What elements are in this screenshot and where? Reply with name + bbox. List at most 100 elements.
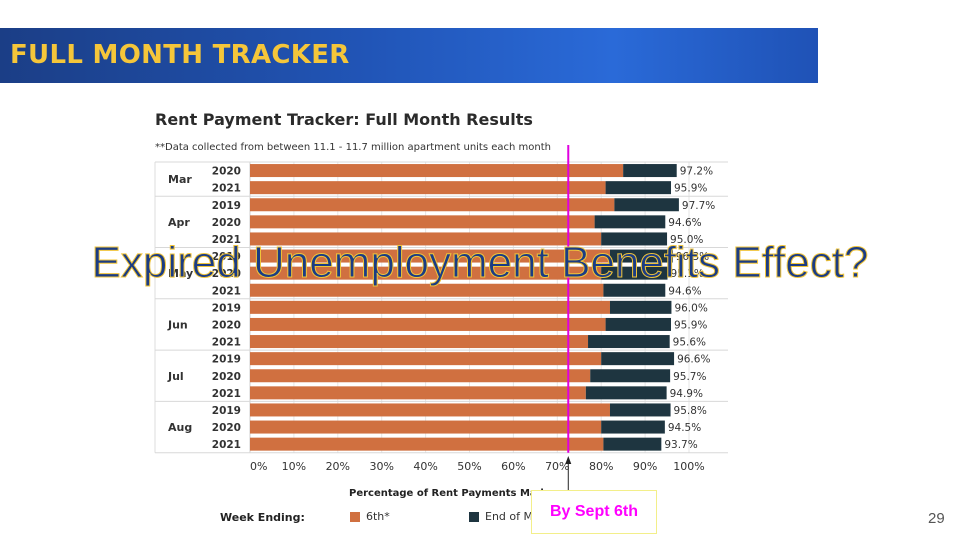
value-label: 95.9% [674, 183, 707, 195]
year-label: 2019 [212, 405, 241, 417]
bar-end-of-month [601, 352, 675, 366]
bar-sixth [250, 232, 602, 246]
bar-end-of-month [605, 181, 672, 195]
year-label: 2020 [212, 422, 241, 434]
year-label: 2021 [212, 183, 241, 195]
bar-end-of-month [614, 198, 679, 212]
value-label: 95.9% [674, 319, 707, 331]
callout-box: By Sept 6th [531, 490, 657, 534]
month-label: Jun [167, 318, 188, 331]
bar-sixth [250, 215, 595, 229]
bar-end-of-month [609, 249, 673, 263]
year-label: 2021 [212, 388, 241, 400]
year-label: 2019 [212, 251, 241, 263]
x-tick-label: 100% [673, 460, 704, 473]
value-label: 97.7% [682, 200, 715, 212]
x-tick-label: 70% [545, 460, 569, 473]
header-banner [0, 28, 818, 83]
value-label: 93.7% [664, 439, 697, 451]
bar-end-of-month [601, 420, 665, 434]
bar-sixth [250, 249, 610, 263]
value-label: 94.5% [668, 422, 701, 434]
bar-end-of-month [585, 386, 667, 400]
value-label: 96.6% [677, 354, 710, 366]
year-label: 2020 [212, 268, 241, 280]
bar-end-of-month [590, 369, 671, 383]
bar-end-of-month [588, 335, 670, 349]
x-tick-label: 50% [457, 460, 481, 473]
legend-item-sixth: 6th* [350, 510, 390, 523]
x-tick-label: 80% [589, 460, 613, 473]
x-tick-label: 90% [633, 460, 657, 473]
year-label: 2021 [212, 337, 241, 349]
year-label: 2020 [212, 371, 241, 383]
bar-end-of-month [623, 164, 677, 178]
callout-arrow-head [565, 456, 572, 464]
bar-sixth [250, 369, 591, 383]
legend-title: Week Ending: [220, 511, 305, 524]
month-label: Aug [168, 421, 192, 434]
value-label: 96.3% [676, 251, 709, 263]
page-number: 29 [928, 510, 945, 527]
bar-sixth [250, 403, 610, 417]
bar-sixth [250, 335, 589, 349]
x-tick-label: 60% [501, 460, 525, 473]
x-tick-label: 20% [326, 460, 350, 473]
year-label: 2021 [212, 234, 241, 246]
value-label: 95.7% [673, 371, 706, 383]
bar-sixth [250, 266, 602, 280]
legend-swatch-sixth [350, 511, 360, 522]
slide-title: FULL MONTH TRACKER [10, 40, 350, 70]
bar-sixth [250, 386, 586, 400]
year-label: 2019 [212, 302, 241, 314]
month-label: Jul [167, 370, 184, 383]
legend-swatch-end-of-month [469, 511, 479, 522]
x-tick-label: 40% [413, 460, 437, 473]
bar-sixth [250, 437, 604, 451]
value-label: 95.1% [670, 268, 703, 280]
legend-label-sixth: 6th* [366, 510, 390, 523]
value-label: 97.2% [680, 166, 713, 178]
x-tick-label: 30% [369, 460, 393, 473]
bar-sixth [250, 198, 615, 212]
value-label: 94.9% [670, 388, 703, 400]
value-label: 95.8% [674, 405, 707, 417]
month-label: May [168, 267, 193, 280]
bar-sixth [250, 181, 606, 195]
bar-end-of-month [609, 403, 671, 417]
value-label: 94.6% [668, 217, 701, 229]
x-tick-label: 0% [250, 460, 267, 473]
value-label: 95.6% [673, 337, 706, 349]
bar-sixth [250, 317, 606, 331]
year-label: 2020 [212, 319, 241, 331]
value-label: 96.0% [674, 302, 707, 314]
value-label: 95.0% [670, 234, 703, 246]
x-tick-label: 10% [282, 460, 306, 473]
bar-end-of-month [601, 266, 668, 280]
month-label: Mar [168, 173, 192, 186]
bar-sixth [250, 300, 610, 314]
bar-end-of-month [609, 300, 672, 314]
bar-end-of-month [603, 437, 662, 451]
year-label: 2021 [212, 439, 241, 451]
bar-end-of-month [605, 317, 672, 331]
x-axis-label: Percentage of Rent Payments Made [349, 488, 551, 499]
year-label: 2019 [212, 200, 241, 212]
chart-subtitle: **Data collected from between 11.1 - 11.… [155, 142, 551, 153]
overlay-headline: Expired Unemployment Benefits Effect? [91, 238, 869, 288]
month-label: Apr [168, 216, 190, 229]
year-label: 2019 [212, 354, 241, 366]
bar-end-of-month [601, 232, 668, 246]
bar-sixth [250, 164, 624, 178]
year-label: 2021 [212, 285, 241, 297]
bar-sixth [250, 420, 602, 434]
bar-sixth [250, 352, 602, 366]
chart-title: Rent Payment Tracker: Full Month Results [155, 110, 533, 129]
bar-end-of-month [594, 215, 666, 229]
year-label: 2020 [212, 166, 241, 178]
year-label: 2020 [212, 217, 241, 229]
value-label: 94.6% [668, 285, 701, 297]
bar-end-of-month [603, 283, 666, 297]
bar-sixth [250, 283, 604, 297]
